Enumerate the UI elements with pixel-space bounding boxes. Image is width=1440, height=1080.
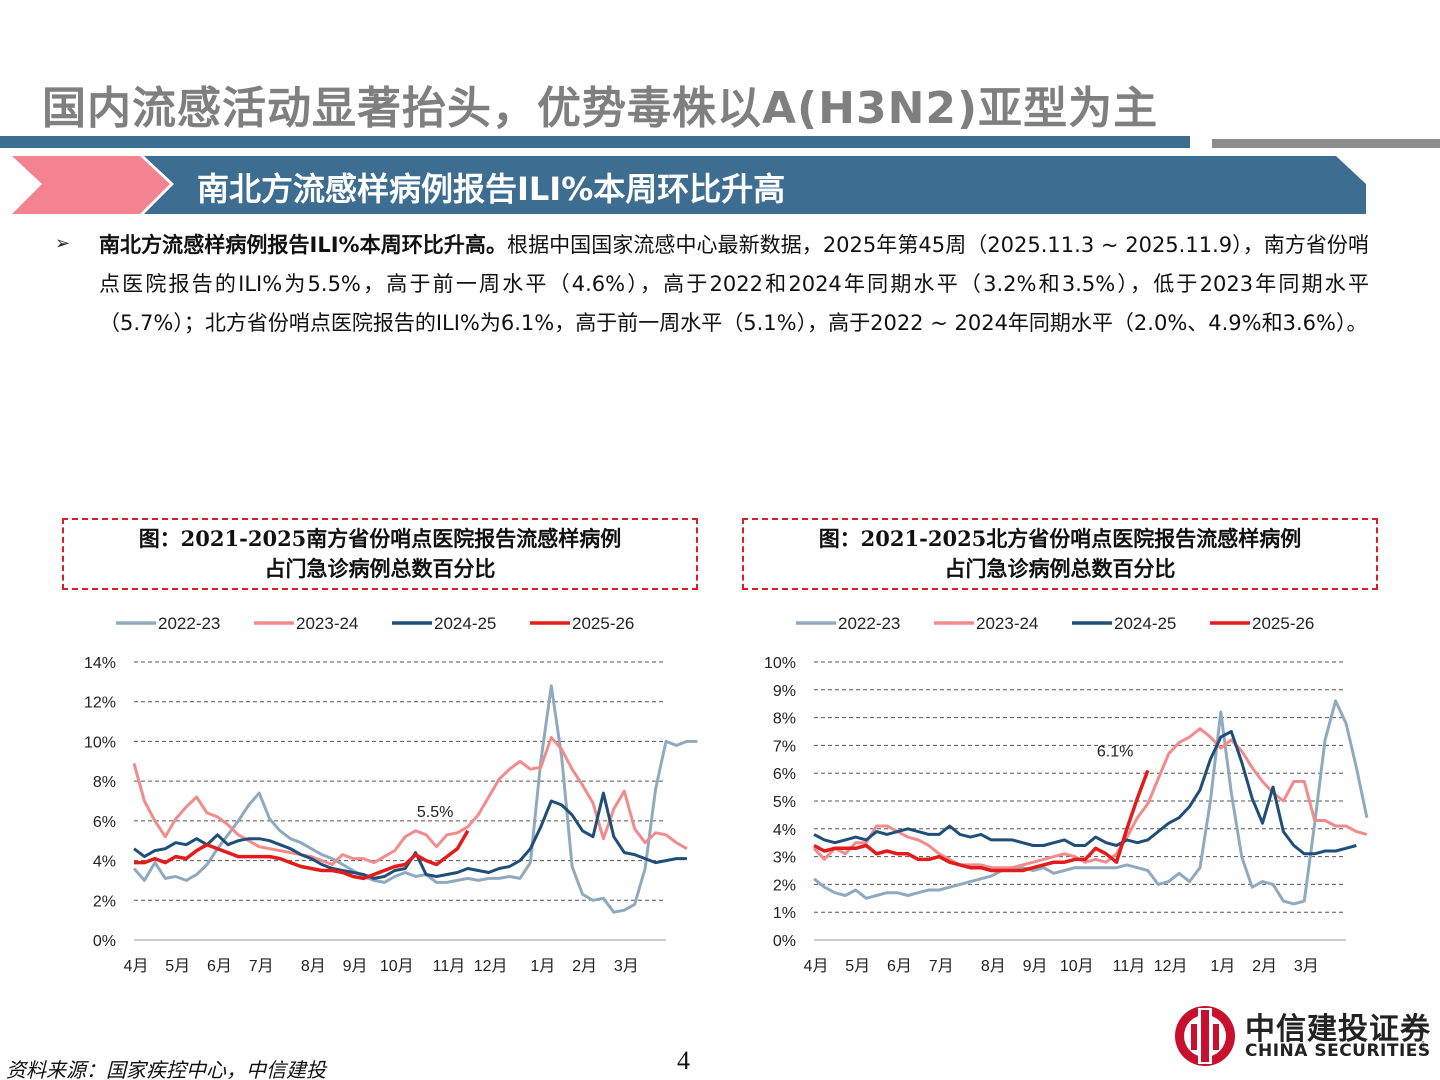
legend-label-2024-25: 2024-25 (1114, 614, 1176, 633)
citic-logo-icon (1175, 1006, 1235, 1066)
chart-caption-south: 图：2021-2025南方省份哨点医院报告流感样病例 占门急诊病例总数百分比 (62, 518, 698, 590)
y-tick-label: 3% (773, 850, 796, 867)
data-label-latest: 5.5% (417, 804, 453, 821)
chart-north-ili: 2022-23 2023-24 2024-25 2025-26 0% 1% 2% 3% 4% 5%… (764, 614, 1369, 975)
chart-caption-south-line1: 图：2021-2025南方省份哨点医院报告流感样病例 (138, 526, 622, 551)
x-tick-label: 2月 (1252, 958, 1277, 975)
y-tick-label: 7% (773, 738, 796, 755)
chart-caption-north-line1: 图：2021-2025北方省份哨点医院报告流感样病例 (818, 526, 1302, 551)
chart-caption-south-line2: 占门急诊病例总数百分比 (264, 556, 496, 581)
x-tick-label: 11月 (1113, 958, 1146, 975)
x-tick-label: 1月 (530, 958, 555, 975)
y-tick-label: 2% (773, 877, 796, 894)
chart-caption-north-line2: 占门急诊病例总数百分比 (944, 556, 1176, 581)
y-tick-label: 6% (773, 766, 796, 783)
x-tick-label: 4月 (124, 958, 149, 975)
page-number: 4 (677, 1046, 690, 1075)
legend-label-2024-25: 2024-25 (434, 614, 496, 633)
legend-label-2022-23: 2022-23 (158, 614, 220, 633)
bullet-text: 南北方流感样病例报告ILI%本周环比升高。根据中国国家流感中心最新数据，2025… (99, 226, 1369, 343)
x-tick-label: 12月 (1154, 958, 1188, 975)
x-tick-label: 12月 (474, 958, 508, 975)
x-tick-label: 9月 (1023, 958, 1048, 975)
y-tick-label: 4% (773, 822, 796, 839)
chart-south-ili: 2022-23 2023-24 2024-25 2025-26 0% 2% 4% 6% 8% 10… (84, 614, 698, 975)
legend-label-2023-24: 2023-24 (976, 614, 1038, 633)
series-line-2024-25 (813, 730, 1357, 856)
x-tick-label: 6月 (207, 958, 232, 975)
y-tick-label: 8% (93, 774, 116, 791)
y-tick-label: 1% (773, 905, 796, 922)
x-tick-label: 5月 (845, 958, 870, 975)
chart-caption-north: 图：2021-2025北方省份哨点医院报告流感样病例 占门急诊病例总数百分比 (742, 518, 1378, 590)
y-tick-label: 4% (93, 854, 116, 871)
corner-page-number: 4 (1418, 1040, 1427, 1055)
y-tick-label: 10% (84, 734, 116, 751)
x-tick-label: 10月 (380, 958, 414, 975)
y-tick-label: 14% (84, 655, 116, 672)
section-banner-title: 南北方流感样病例报告ILI%本周环比升高 (197, 170, 786, 208)
x-tick-label: 3月 (1294, 958, 1319, 975)
series-line-2023-24 (812, 727, 1368, 870)
series-line-2025-26 (813, 769, 1150, 873)
y-tick-label: 0% (773, 933, 796, 950)
x-tick-label: 6月 (887, 958, 912, 975)
x-tick-label: 7月 (249, 958, 274, 975)
bullet-lead: 南北方流感样病例报告ILI%本周环比升高。 (99, 233, 508, 257)
title-rule-right (1212, 139, 1440, 148)
bullet-body: 根据中国国家流感中心最新数据，2025年第45周（2025.11.3 ~ 202… (99, 233, 1369, 335)
x-tick-label: 3月 (614, 958, 639, 975)
y-tick-label: 8% (773, 711, 796, 728)
logo-text-en: CHINA SECURITIES (1245, 1041, 1431, 1061)
x-tick-label: 11月 (433, 958, 466, 975)
banner-pink-chevron (12, 156, 170, 214)
x-tick-label: 10月 (1060, 958, 1094, 975)
logo-text-cn: 中信建投证券 (1245, 1012, 1431, 1047)
legend-label-2025-26: 2025-26 (1252, 614, 1314, 633)
y-tick-label: 10% (764, 655, 796, 672)
source-note: 资料来源：国家疾控中心，中信建投 (6, 1058, 326, 1080)
x-tick-label: 8月 (981, 958, 1006, 975)
y-tick-label: 5% (773, 794, 796, 811)
banner-blue-bar (144, 156, 1366, 214)
legend-label-2025-26: 2025-26 (572, 614, 634, 633)
series-line-2025-26 (134, 829, 470, 881)
x-tick-label: 7月 (929, 958, 954, 975)
legend-label-2022-23: 2022-23 (838, 614, 900, 633)
y-tick-label: 12% (84, 695, 116, 712)
y-tick-label: 2% (93, 893, 116, 910)
x-tick-label: 2月 (572, 958, 597, 975)
x-tick-label: 1月 (1210, 958, 1235, 975)
series-line-2023-24 (132, 736, 688, 866)
series-line-2022-23 (813, 699, 1369, 906)
x-tick-label: 5月 (165, 958, 190, 975)
series-line-2022-23 (132, 684, 698, 914)
x-tick-label: 4月 (804, 958, 829, 975)
x-tick-label: 9月 (343, 958, 368, 975)
x-tick-label: 8月 (301, 958, 326, 975)
title-rule-left (0, 136, 1190, 148)
y-tick-label: 9% (773, 683, 796, 700)
data-label-latest: 6.1% (1097, 743, 1133, 760)
y-tick-label: 6% (93, 814, 116, 831)
legend-label-2023-24: 2023-24 (296, 614, 358, 633)
bullet-arrow-icon: ➢ (55, 233, 71, 254)
section-banner (12, 156, 1366, 214)
page-title: 国内流感活动显著抬头，优势毒株以A(H3N2)亚型为主 (42, 83, 1159, 134)
y-tick-label: 0% (93, 933, 116, 950)
